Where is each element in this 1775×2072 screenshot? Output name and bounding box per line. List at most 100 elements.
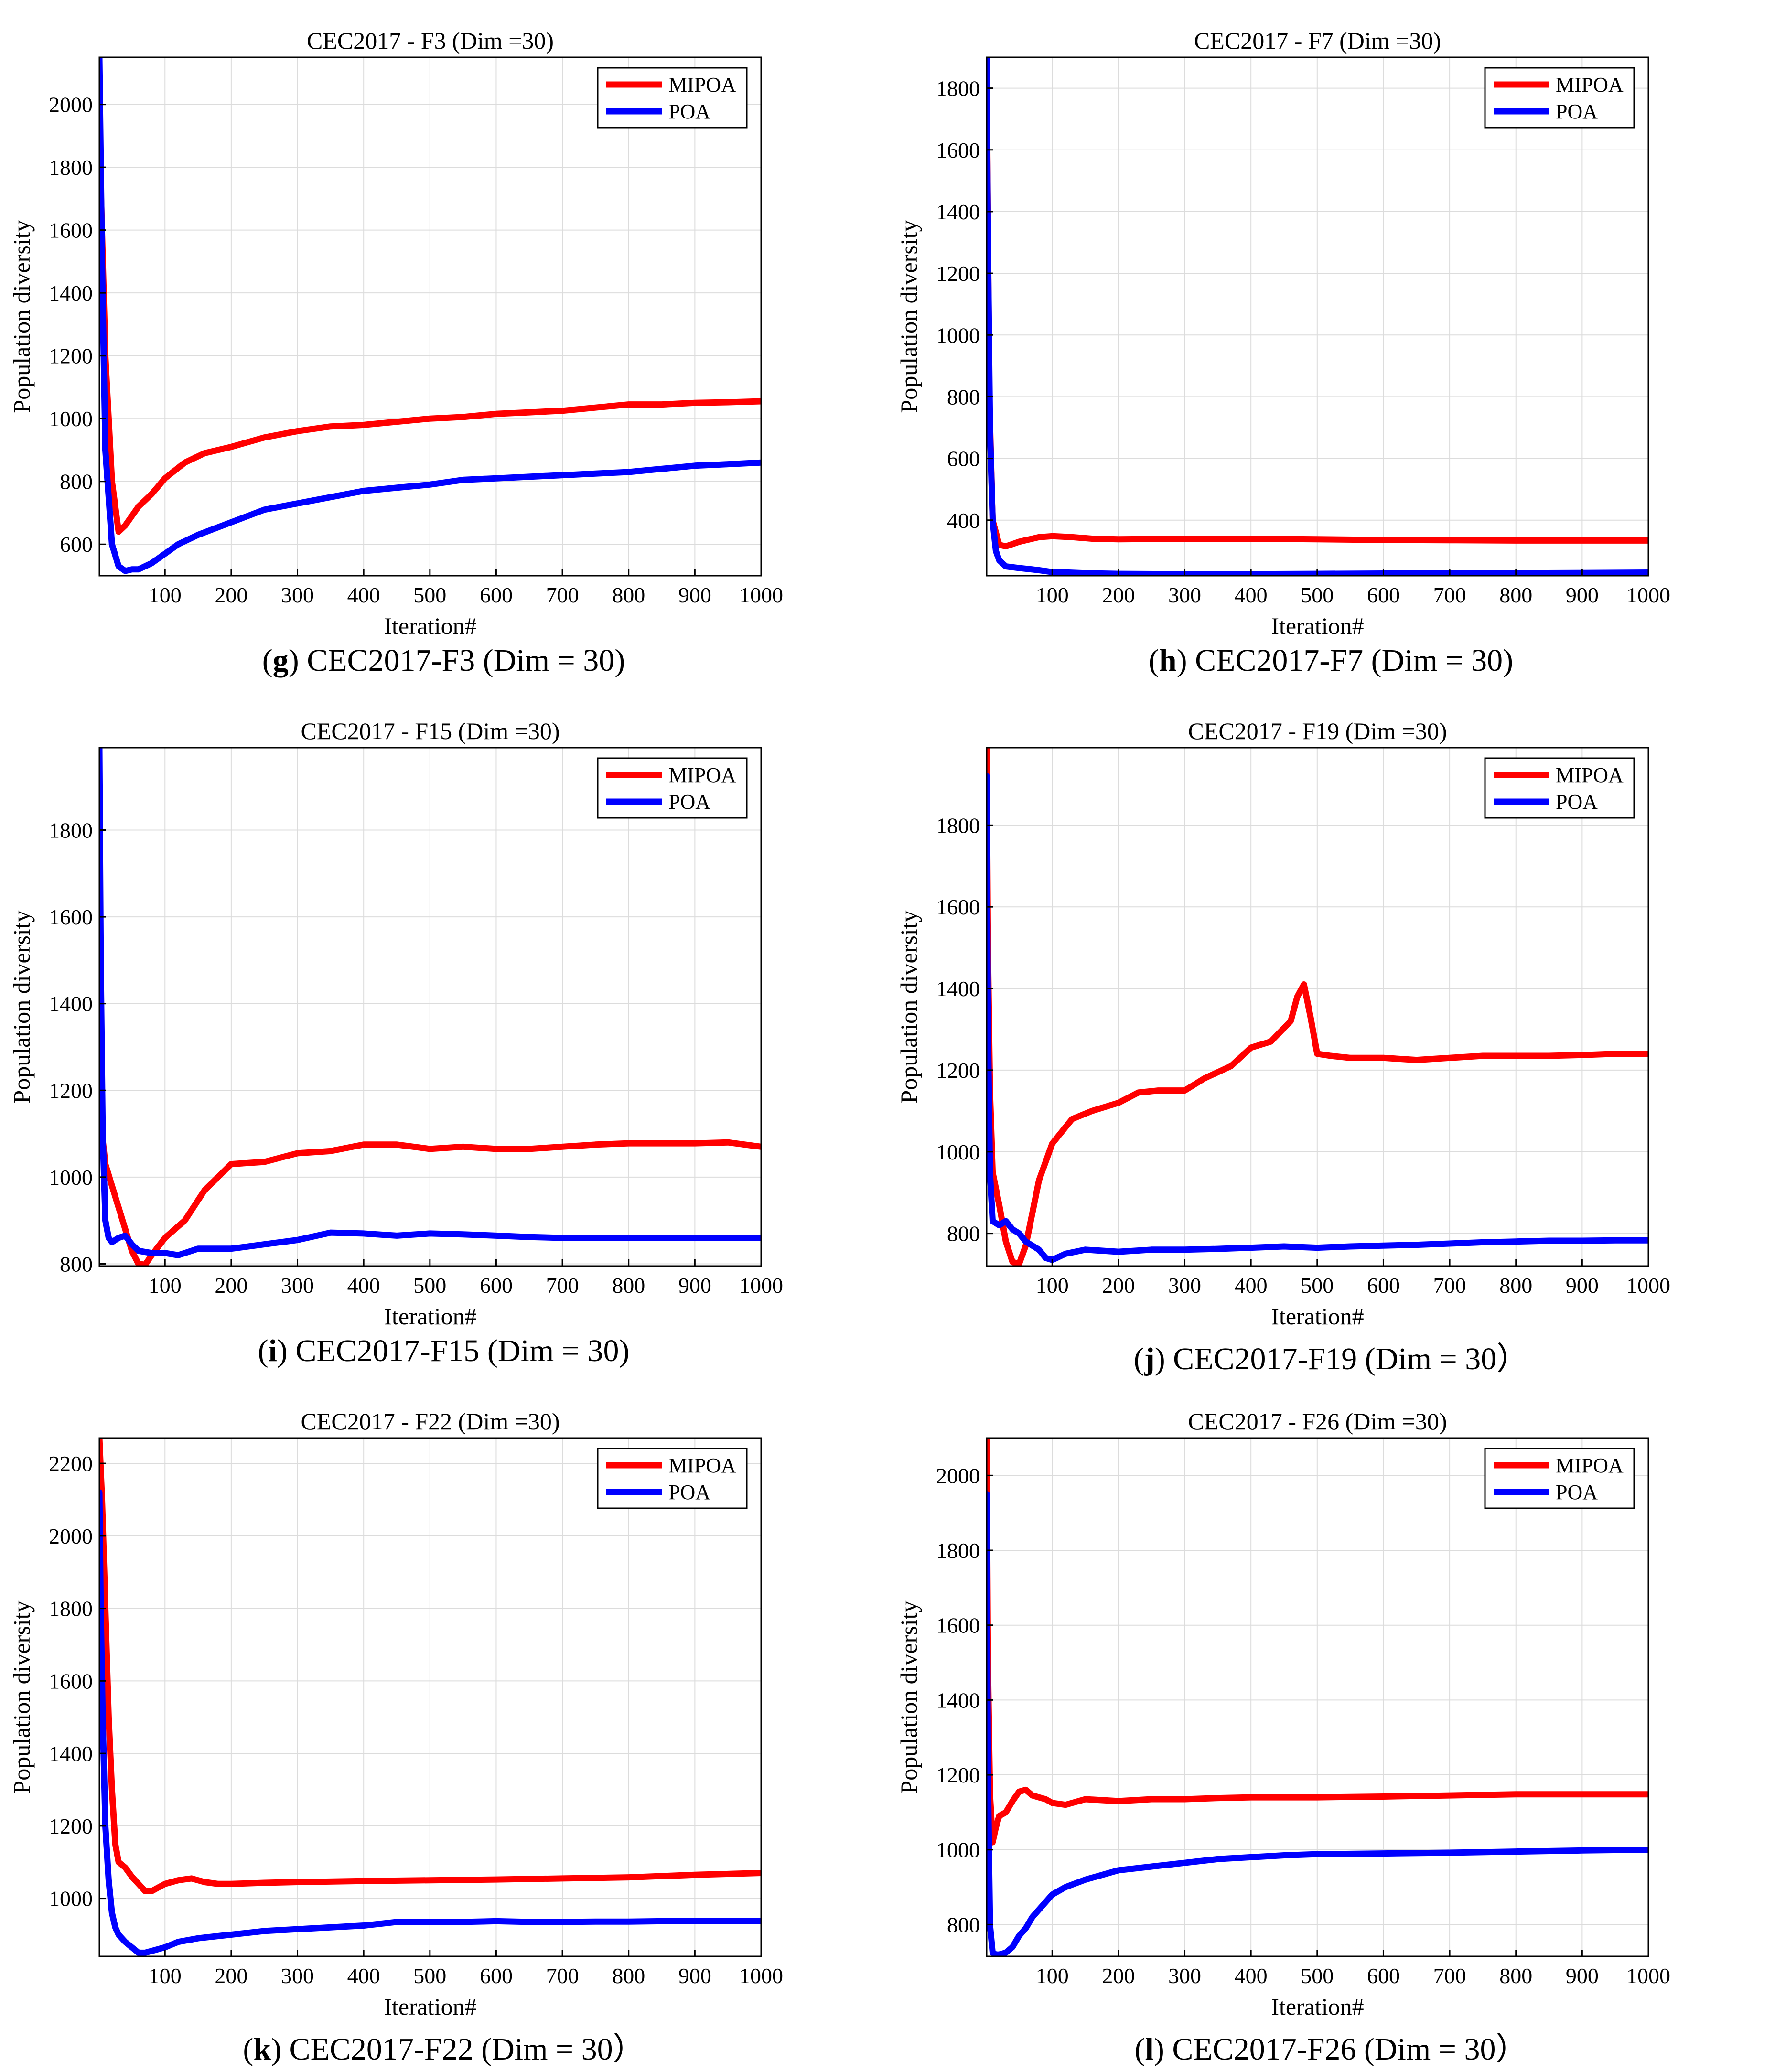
x-tick-label: 300 (1168, 1964, 1201, 1988)
y-tick-label: 2200 (49, 1451, 93, 1476)
x-tick-label: 500 (1301, 583, 1334, 607)
chart-title: CEC2017 - F15 (Dim =30) (301, 718, 559, 744)
legend-box (1484, 67, 1635, 129)
caption-letter: k (253, 2032, 271, 2067)
x-tick-label: 1000 (1626, 1273, 1670, 1298)
x-tick-label: 1000 (1626, 583, 1670, 607)
y-tick-label: 1200 (49, 1814, 93, 1838)
y-tick-label: 400 (947, 508, 980, 533)
x-tick-label: 1000 (1626, 1964, 1670, 1988)
x-tick-label: 400 (347, 1273, 380, 1298)
x-axis-label: Iteration# (384, 612, 476, 639)
x-tick-label: 200 (1102, 1273, 1135, 1298)
legend-box (597, 757, 748, 819)
chart-svg: 100 200 300 400 500 600 700 800 900 1000 800 1000 12… (895, 1408, 1670, 2020)
chart-svg: 100 200 300 400 500 600 700 800 900 1000 600 800 100… (8, 27, 783, 639)
panel-caption: (i) CEC2017-F15 (Dim = 30) (258, 1333, 630, 1368)
x-tick-label: 1000 (739, 1964, 783, 1988)
y-axis-label: Population diversity (895, 1600, 922, 1793)
caption-text: CEC2017-F3 (Dim = 30) (307, 643, 625, 678)
caption-text: CEC2017-F22 (Dim = 30） (289, 2032, 645, 2067)
x-tick-label: 700 (546, 583, 579, 607)
y-tick-label: 1600 (936, 1613, 980, 1638)
y-axis-label: Population diversity (895, 910, 922, 1103)
caption-text: CEC2017-F26 (Dim = 30） (1172, 2032, 1528, 2067)
y-tick-label: 1200 (936, 261, 980, 286)
series-line-poa (987, 773, 1648, 1263)
legend-label-mipoa: MIPOA (1556, 73, 1624, 97)
x-tick-label: 600 (1367, 1273, 1400, 1298)
chart-title: CEC2017 - F7 (Dim =30) (1194, 27, 1441, 54)
x-tick-label: 100 (149, 1273, 182, 1298)
x-tick-label: 500 (1301, 1273, 1334, 1298)
x-tick-label: 300 (281, 583, 314, 607)
legend-box (1484, 757, 1635, 819)
y-tick-label: 2000 (49, 1524, 93, 1548)
caption-letter: g (272, 643, 289, 678)
chart-svg: 100 200 300 400 500 600 700 800 900 1000 800 1000 12… (895, 718, 1670, 1330)
x-tick-label: 100 (1036, 1964, 1069, 1988)
x-tick-label: 800 (612, 583, 645, 607)
chart-svg: 100 200 300 400 500 600 700 800 900 1000 400 600 800… (895, 27, 1670, 639)
chart-panel-g: 100 200 300 400 500 600 700 800 900 1000 600 800 100… (0, 0, 887, 690)
chart-title: CEC2017 - F26 (Dim =30) (1188, 1408, 1447, 1435)
x-tick-label: 800 (1499, 1273, 1532, 1298)
x-tick-label: 200 (215, 1964, 247, 1988)
y-tick-label: 1200 (936, 1763, 980, 1787)
legend-label-poa: POA (668, 790, 710, 814)
x-tick-label: 900 (678, 1273, 711, 1298)
y-tick-label: 1600 (49, 905, 93, 929)
legend-label-mipoa: MIPOA (668, 1454, 736, 1477)
x-tick-label: 100 (149, 583, 182, 607)
y-tick-label: 1000 (49, 1165, 93, 1190)
y-tick-label: 1200 (936, 1058, 980, 1083)
y-tick-label: 1400 (936, 1688, 980, 1712)
legend: MIPOA POA (1484, 1448, 1635, 1509)
x-tick-label: 700 (546, 1964, 579, 1988)
legend: MIPOA POA (597, 1448, 748, 1509)
series-line-poa (987, 57, 1648, 576)
y-tick-label: 1400 (49, 992, 93, 1016)
x-tick-label: 900 (678, 583, 711, 607)
y-tick-label: 1800 (936, 813, 980, 837)
x-tick-label: 900 (1566, 1964, 1599, 1988)
caption-letter: l (1145, 2032, 1154, 2067)
x-tick-label: 900 (1566, 583, 1599, 607)
caption-letter: h (1159, 643, 1177, 678)
y-tick-label: 1000 (49, 407, 93, 431)
x-tick-label: 500 (413, 1273, 446, 1298)
x-tick-label: 300 (1168, 1273, 1201, 1298)
caption-letter: i (268, 1333, 277, 1368)
y-tick-label: 800 (947, 1222, 980, 1246)
x-tick-label: 400 (1235, 1273, 1268, 1298)
x-tick-label: 100 (1036, 583, 1069, 607)
chart-panel-h: 100 200 300 400 500 600 700 800 900 1000 400 600 800… (887, 0, 1775, 690)
legend-label-poa: POA (1556, 1481, 1598, 1504)
y-tick-label: 1000 (49, 1887, 93, 1911)
series-line-mipoa (99, 1438, 761, 1894)
y-tick-label: 1600 (936, 138, 980, 162)
caption-text: CEC2017-F15 (Dim = 30) (295, 1333, 630, 1368)
y-axis-label: Population diversity (895, 220, 922, 413)
x-tick-label: 1000 (739, 1273, 783, 1298)
x-tick-label: 100 (149, 1964, 182, 1988)
x-axis-label: Iteration# (384, 1303, 476, 1330)
y-tick-label: 1000 (936, 323, 980, 347)
x-tick-label: 600 (1367, 1964, 1400, 1988)
legend: MIPOA POA (597, 67, 748, 129)
x-tick-label: 300 (281, 1964, 314, 1988)
series-line-poa (987, 1491, 1648, 1956)
x-axis-label: Iteration# (384, 1993, 476, 2020)
y-tick-label: 1600 (49, 1669, 93, 1693)
y-tick-label: 1400 (49, 1741, 93, 1766)
y-axis-label: Population diversity (8, 1600, 35, 1793)
panel-caption: (h) CEC2017-F7 (Dim = 30) (1148, 643, 1514, 678)
y-tick-label: 1400 (936, 200, 980, 224)
legend-label-poa: POA (1556, 790, 1598, 814)
x-tick-label: 800 (612, 1964, 645, 1988)
chart-title: CEC2017 - F19 (Dim =30) (1188, 718, 1447, 744)
y-tick-label: 1800 (49, 818, 93, 843)
chart-svg: 100 200 300 400 500 600 700 800 900 1000 1000 1200 1… (8, 1408, 783, 2020)
series-line-mipoa (987, 57, 1648, 550)
x-axis-label: Iteration# (1271, 1993, 1364, 2020)
